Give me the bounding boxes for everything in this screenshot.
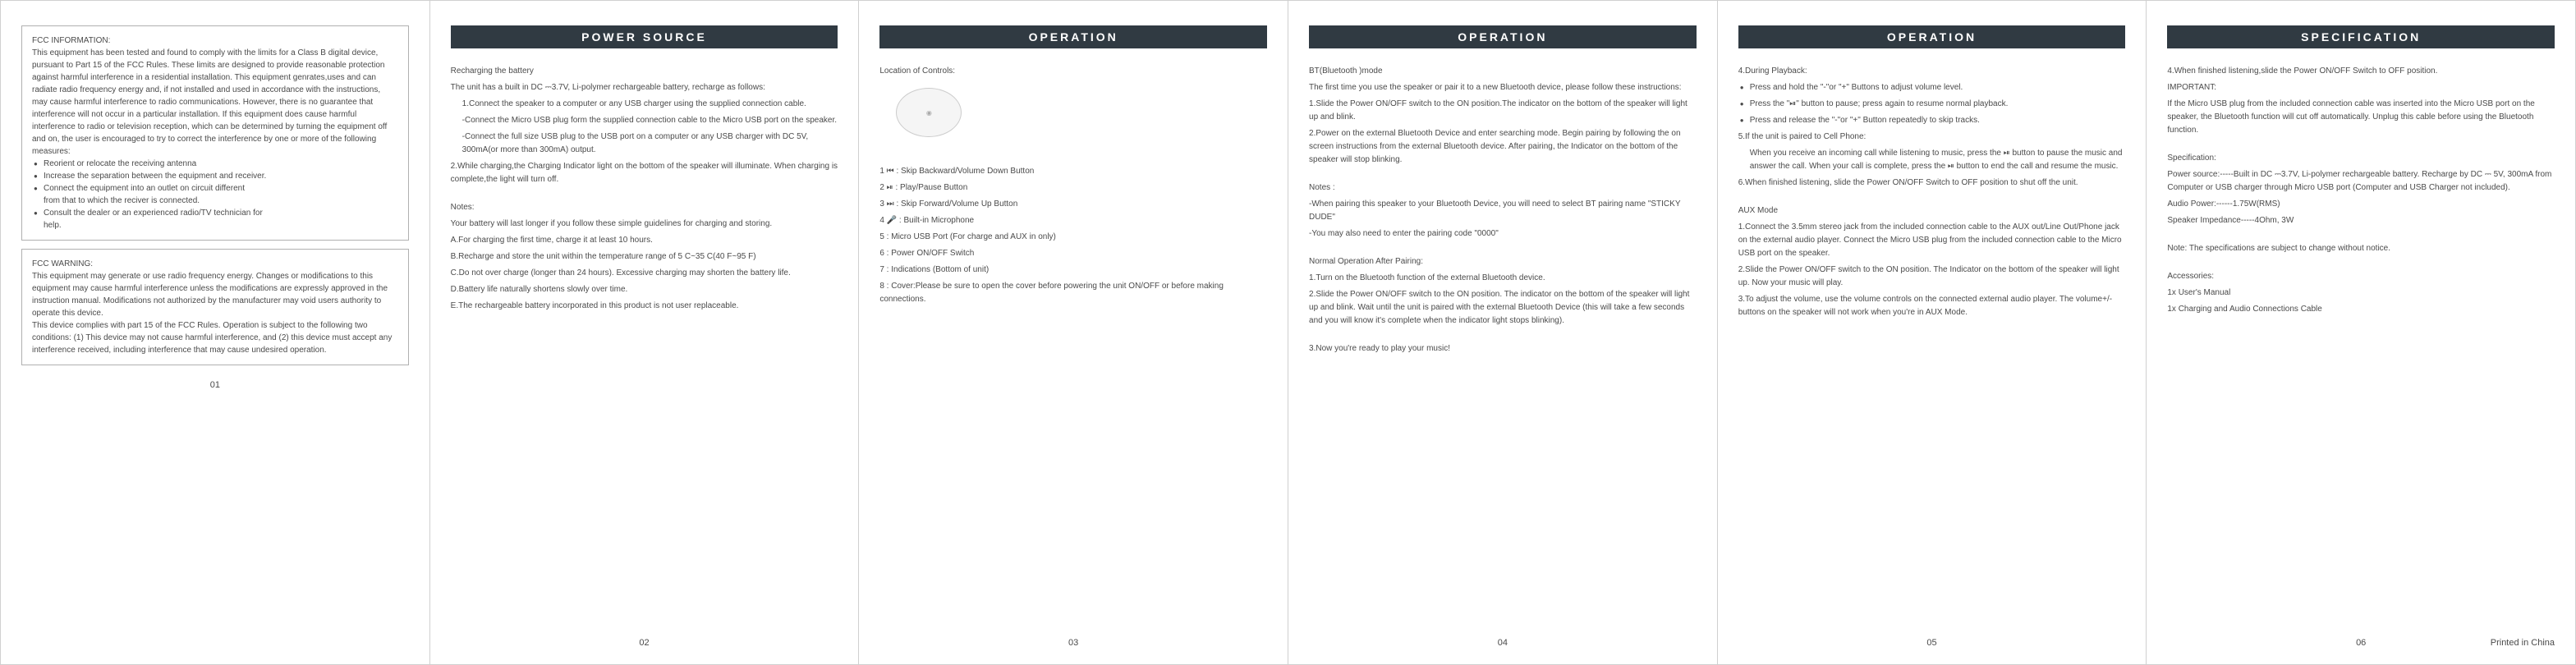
power-line: -Connect the Micro USB plug form the sup… [451, 114, 838, 127]
playback-bullet: Press and release the "-"or "+" Button r… [1738, 114, 2126, 127]
header-specification: SPECIFICATION [2167, 25, 2555, 48]
panel-fcc: FCC INFORMATION: This equipment has been… [1, 1, 429, 664]
shutdown-step: 6.When finished listening, slide the Pow… [1738, 177, 2126, 190]
normal-step: 1.Turn on the Bluetooth function of the … [1309, 272, 1697, 285]
controls-title: Location of Controls: [879, 65, 1267, 78]
aux-step: 2.Slide the Power ON/OFF switch to the O… [1738, 264, 2126, 290]
control-item: 7 : Indications (Bottom of unit) [879, 264, 1267, 277]
spec-row: Audio Power:------1.75W(RMS) [2167, 198, 2555, 211]
spec-title: Specification: [2167, 152, 2555, 165]
notes-title: Notes : [1309, 181, 1697, 195]
note-line: E.The rechargeable battery incorporated … [451, 300, 838, 313]
important-body: If the Micro USB plug from the included … [2167, 98, 2555, 137]
fcc-warning-body2: This device complies with part 15 of the… [32, 319, 398, 356]
header-operation: OPERATION [1738, 25, 2126, 48]
fcc-bullet: Reorient or relocate the receiving anten… [32, 158, 398, 170]
accessory-item: 1x User's Manual [2167, 287, 2555, 300]
playback-bullet: Press the "⏯" button to pause; press aga… [1738, 98, 2126, 111]
fcc-sub: from that to which the reciver is connec… [32, 195, 398, 207]
fcc-bullet: Increase the separation between the equi… [32, 170, 398, 182]
aux-step: 3.To adjust the volume, use the volume c… [1738, 293, 2126, 319]
panel-power-source: POWER SOURCE Recharging the battery The … [429, 1, 859, 664]
fcc-warning-box: FCC WARNING: This equipment may generate… [21, 249, 409, 365]
bt-note: -You may also need to enter the pairing … [1309, 227, 1697, 241]
recharging-title: Recharging the battery [451, 65, 838, 78]
bt-step: 1.Slide the Power ON/OFF switch to the O… [1309, 98, 1697, 124]
spec-note: Note: The specifications are subject to … [2167, 242, 2555, 255]
page-number: 05 [1738, 631, 2126, 648]
notes-title: Notes: [451, 201, 838, 214]
header-power-source: POWER SOURCE [451, 25, 838, 48]
panel-operation-playback: OPERATION 4.During Playback: Press and h… [1717, 1, 2147, 664]
fcc-warning-body: This equipment may generate or use radio… [32, 270, 398, 319]
control-item: 1 ⏮ : Skip Backward/Volume Down Button [879, 165, 1267, 178]
fcc-sub: help. [32, 219, 398, 232]
page-number: 04 [1309, 631, 1697, 648]
header-operation: OPERATION [1309, 25, 1697, 48]
power-line: 2.While charging,the Charging Indicator … [451, 160, 838, 186]
fcc-warning-title: FCC WARNING: [32, 258, 398, 270]
page-number: 01 [21, 374, 409, 390]
printed-in-china: Printed in China [2491, 638, 2555, 648]
control-item: 2 ⏯ : Play/Pause Button [879, 181, 1267, 195]
accessories-title: Accessories: [2167, 270, 2555, 283]
spec-row: Power source:-----Built in DC ⎓3.7V, Li-… [2167, 168, 2555, 195]
note-line: Your battery will last longer if you fol… [451, 218, 838, 231]
bt-content: BT(Bluetooth )mode The first time you us… [1309, 65, 1697, 631]
spec-content: 4.When finished listening,slide the Powe… [2167, 65, 2555, 631]
panel-operation-controls: OPERATION Location of Controls: ◉ 1 ⏮ : … [858, 1, 1288, 664]
header-operation: OPERATION [879, 25, 1267, 48]
cell-paired-body: When you receive an incoming call while … [1738, 147, 2126, 173]
normal-step: 3.Now you're ready to play your music! [1309, 342, 1697, 355]
panel-operation-bt: OPERATION BT(Bluetooth )mode The first t… [1288, 1, 1717, 664]
cell-paired: 5.If the unit is paired to Cell Phone: [1738, 131, 2126, 144]
controls-content: Location of Controls: ◉ 1 ⏮ : Skip Backw… [879, 65, 1267, 631]
bt-step: 2.Power on the external Bluetooth Device… [1309, 127, 1697, 167]
manual-spread: FCC INFORMATION: This equipment has been… [0, 0, 2576, 665]
panel-specification: SPECIFICATION 4.When finished listening,… [2146, 1, 2575, 664]
power-content: Recharging the battery The unit has a bu… [451, 65, 838, 631]
note-line: A.For charging the first time, charge it… [451, 234, 838, 247]
fcc-info-body: This equipment has been tested and found… [32, 47, 398, 158]
aux-step: 1.Connect the 3.5mm stereo jack from the… [1738, 221, 2126, 260]
note-line: C.Do not over charge (longer than 24 hou… [451, 267, 838, 280]
bt-intro: The first time you use the speaker or pa… [1309, 81, 1697, 94]
power-line: The unit has a built in DC ⎓3.7V, Li-pol… [451, 81, 838, 94]
device-illustration: ◉ [896, 88, 962, 137]
power-line: 1.Connect the speaker to a computer or a… [451, 98, 838, 111]
spec-line: 4.When finished listening,slide the Powe… [2167, 65, 2555, 78]
accessory-item: 1x Charging and Audio Connections Cable [2167, 303, 2555, 316]
fcc-info-title: FCC INFORMATION: [32, 34, 398, 47]
normal-step: 2.Slide the Power ON/OFF switch to the O… [1309, 288, 1697, 328]
fcc-bullet: Consult the dealer or an experienced rad… [32, 207, 398, 219]
control-item: 8 : Cover:Please be sure to open the cov… [879, 280, 1267, 306]
fcc-info-box: FCC INFORMATION: This equipment has been… [21, 25, 409, 241]
spec-row: Speaker Impedance-----4Ohm, 3W [2167, 214, 2555, 227]
playback-bullet: Press and hold the "-"or "+" Buttons to … [1738, 81, 2126, 94]
important-label: IMPORTANT: [2167, 81, 2555, 94]
control-item: 6 : Power ON/OFF Switch [879, 247, 1267, 260]
playback-content: 4.During Playback: Press and hold the "-… [1738, 65, 2126, 631]
fcc-bullet: Connect the equipment into an outlet on … [32, 182, 398, 195]
bt-title: BT(Bluetooth )mode [1309, 65, 1697, 78]
control-item: 5 : Micro USB Port (For charge and AUX i… [879, 231, 1267, 244]
control-item: 4 🎤 : Built-in Microphone [879, 214, 1267, 227]
page-number: 02 [451, 631, 838, 648]
page-number: 03 [879, 631, 1267, 648]
normal-title: Normal Operation After Pairing: [1309, 255, 1697, 268]
note-line: B.Recharge and store the unit within the… [451, 250, 838, 264]
playback-title: 4.During Playback: [1738, 65, 2126, 78]
power-line: -Connect the full size USB plug to the U… [451, 131, 838, 157]
aux-title: AUX Mode [1738, 204, 2126, 218]
control-item: 3 ⏭ : Skip Forward/Volume Up Button [879, 198, 1267, 211]
bt-note: -When pairing this speaker to your Bluet… [1309, 198, 1697, 224]
note-line: D.Battery life naturally shortens slowly… [451, 283, 838, 296]
